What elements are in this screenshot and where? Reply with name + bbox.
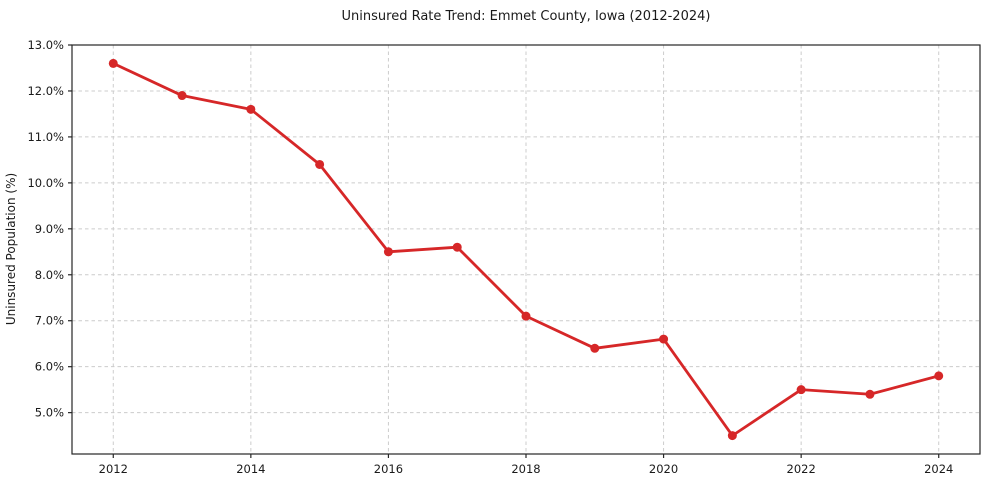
x-tick-label: 2024 <box>924 462 953 476</box>
x-tick-label: 2014 <box>236 462 265 476</box>
y-tick-label: 7.0% <box>35 314 64 328</box>
data-point-marker <box>865 389 875 399</box>
y-tick-label: 5.0% <box>35 406 64 420</box>
data-point-marker <box>590 343 600 353</box>
data-point-marker <box>108 58 118 68</box>
data-point-marker <box>177 91 187 101</box>
y-axis-label: Uninsured Population (%) <box>4 173 18 325</box>
data-point-marker <box>383 247 393 257</box>
y-tick-label: 8.0% <box>35 268 64 282</box>
trend-line-series <box>108 58 944 441</box>
data-point-marker <box>315 159 325 169</box>
chart-title: Uninsured Rate Trend: Emmet County, Iowa… <box>342 9 711 24</box>
y-tick-label: 13.0% <box>27 38 64 52</box>
x-tick-label: 2012 <box>99 462 128 476</box>
data-point-marker <box>452 242 462 252</box>
data-point-marker <box>246 104 256 114</box>
x-tick-label: 2022 <box>787 462 816 476</box>
y-tick-label: 6.0% <box>35 360 64 374</box>
tick-marks-and-labels: 5.0% 6.0% 7.0% 8.0% 9.0% 10.0% 11.0% 12.0% 13.0%… <box>27 38 953 476</box>
x-tick-label: 2018 <box>511 462 540 476</box>
y-tick-label: 9.0% <box>35 222 64 236</box>
data-point-marker <box>659 334 669 344</box>
data-point-marker <box>934 371 944 381</box>
y-tick-label: 11.0% <box>27 130 64 144</box>
y-tick-label: 10.0% <box>27 176 64 190</box>
y-tick-label: 12.0% <box>27 84 64 98</box>
data-point-marker <box>796 385 806 395</box>
x-tick-label: 2016 <box>374 462 403 476</box>
data-point-marker <box>727 431 737 441</box>
data-point-marker <box>521 311 531 321</box>
x-tick-label: 2020 <box>649 462 678 476</box>
